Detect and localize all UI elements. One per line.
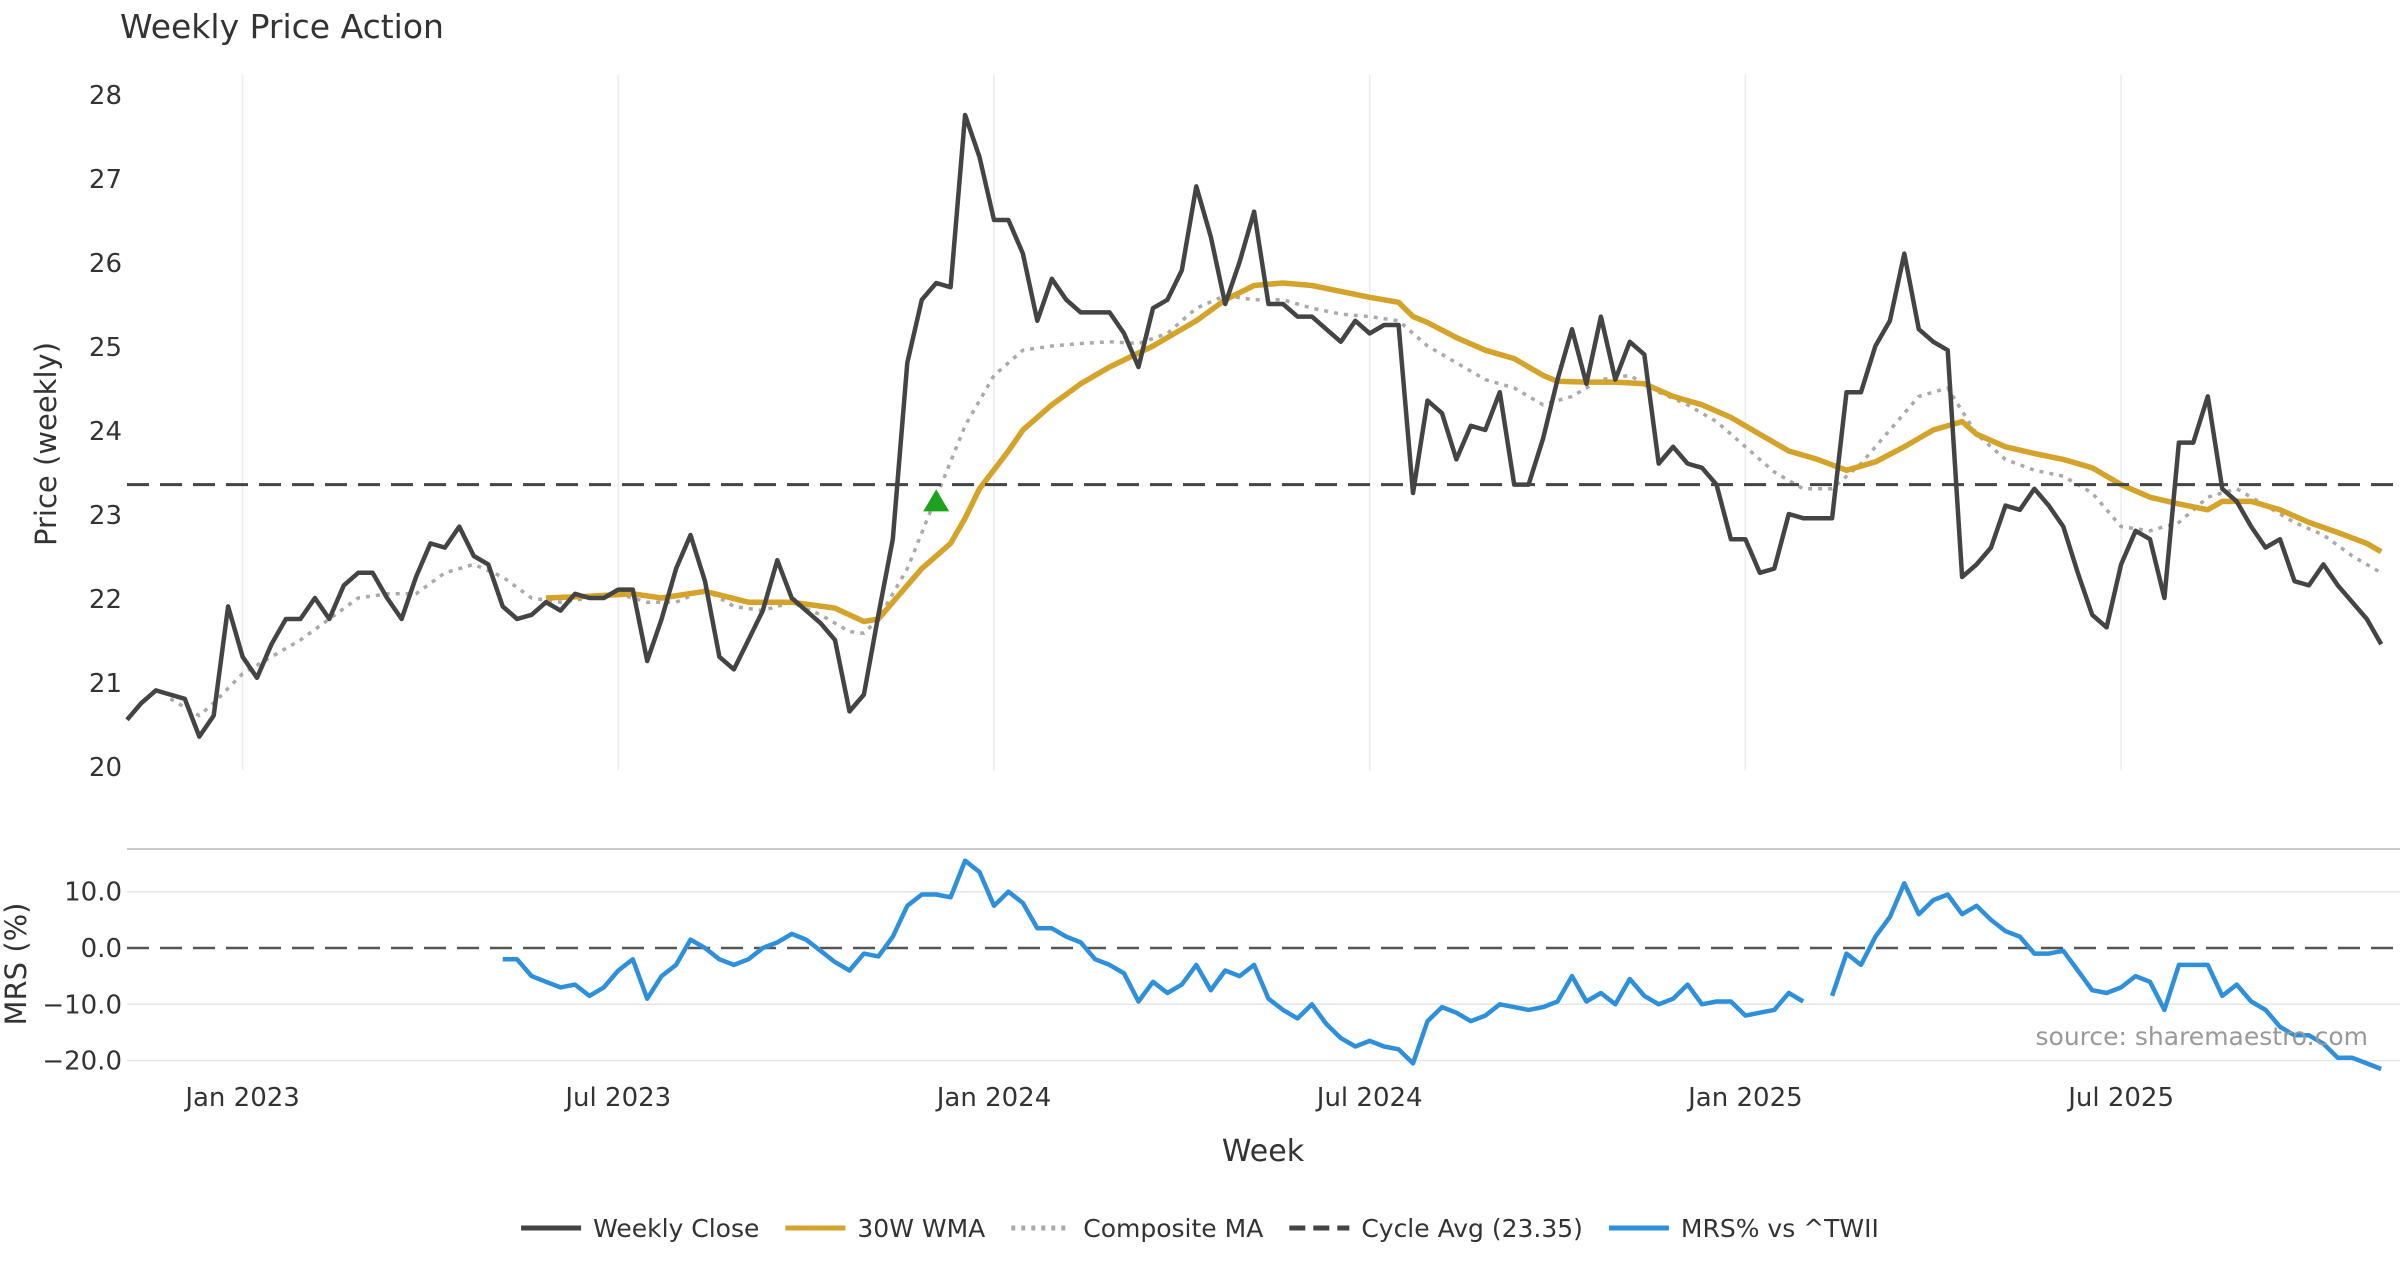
mrs-series-group [502, 858, 2383, 1072]
price-gridlines [241, 75, 2122, 770]
price-y-tick: 23 [89, 501, 122, 531]
price-y-tick: 21 [89, 669, 122, 699]
legend-label-4: MRS% vs ^TWII [1681, 1214, 1879, 1243]
x-axis-label: Week [1222, 1134, 1305, 1169]
source-watermark: source: sharemaestro.com [2036, 1022, 2369, 1051]
price-y-tick: 25 [89, 333, 122, 363]
legend-label-1: 30W WMA [857, 1214, 985, 1243]
series-30w-wma [545, 280, 2383, 625]
mrs-y-tick-labels: 10.0 0.0 −10.0 −20.0 [42, 878, 122, 1077]
series-mrs-vs-twii [1829, 881, 2383, 1072]
series-mrs-vs-twii [502, 858, 1805, 1066]
price-y-tick: 27 [89, 165, 122, 195]
mrs-y-tick: −10.0 [42, 990, 122, 1020]
price-series-group [125, 112, 2400, 739]
x-tick-label: Jan 2025 [1686, 1083, 1803, 1113]
buy-signal-marker [923, 489, 950, 512]
legend-label-3: Cycle Avg (23.35) [1361, 1214, 1583, 1243]
x-tick-label: Jul 2024 [1315, 1083, 1423, 1113]
x-tick-label: Jan 2023 [183, 1083, 300, 1113]
price-y-tick: 24 [89, 417, 122, 447]
x-tick-label: Jan 2024 [935, 1083, 1052, 1113]
mrs-y-tick: 0.0 [81, 934, 122, 964]
legend-label-0: Weekly Close [593, 1214, 759, 1243]
price-y-tick: 26 [89, 249, 122, 279]
price-y-tick: 20 [89, 753, 122, 783]
x-tick-labels: Jan 2023 Jul 2023 Jan 2024 Jul 2024 Jan 2025… [183, 1083, 2174, 1113]
price-y-tick: 28 [89, 81, 122, 111]
legend: Weekly Close 30W WMA Composite MA Cycle Avg… [521, 1214, 1879, 1243]
legend-label-2: Composite MA [1083, 1214, 1263, 1243]
series-weekly-close [125, 112, 2384, 739]
mrs-gridlines [127, 890, 2400, 1062]
mrs-y-axis-label: MRS (%) [0, 903, 33, 1026]
price-y-axis-label: Price (weekly) [29, 342, 63, 546]
mrs-y-tick: −20.0 [42, 1047, 122, 1077]
x-tick-label: Jul 2023 [563, 1083, 671, 1113]
price-y-tick: 22 [89, 585, 122, 615]
price-y-tick-labels: 20 21 22 23 24 25 26 27 28 [89, 81, 122, 783]
x-tick-label: Jul 2025 [2066, 1083, 2174, 1113]
mrs-y-tick: 10.0 [64, 878, 122, 908]
chart-title: Weekly Price Action [120, 7, 444, 46]
series-composite-ma [169, 293, 2383, 718]
